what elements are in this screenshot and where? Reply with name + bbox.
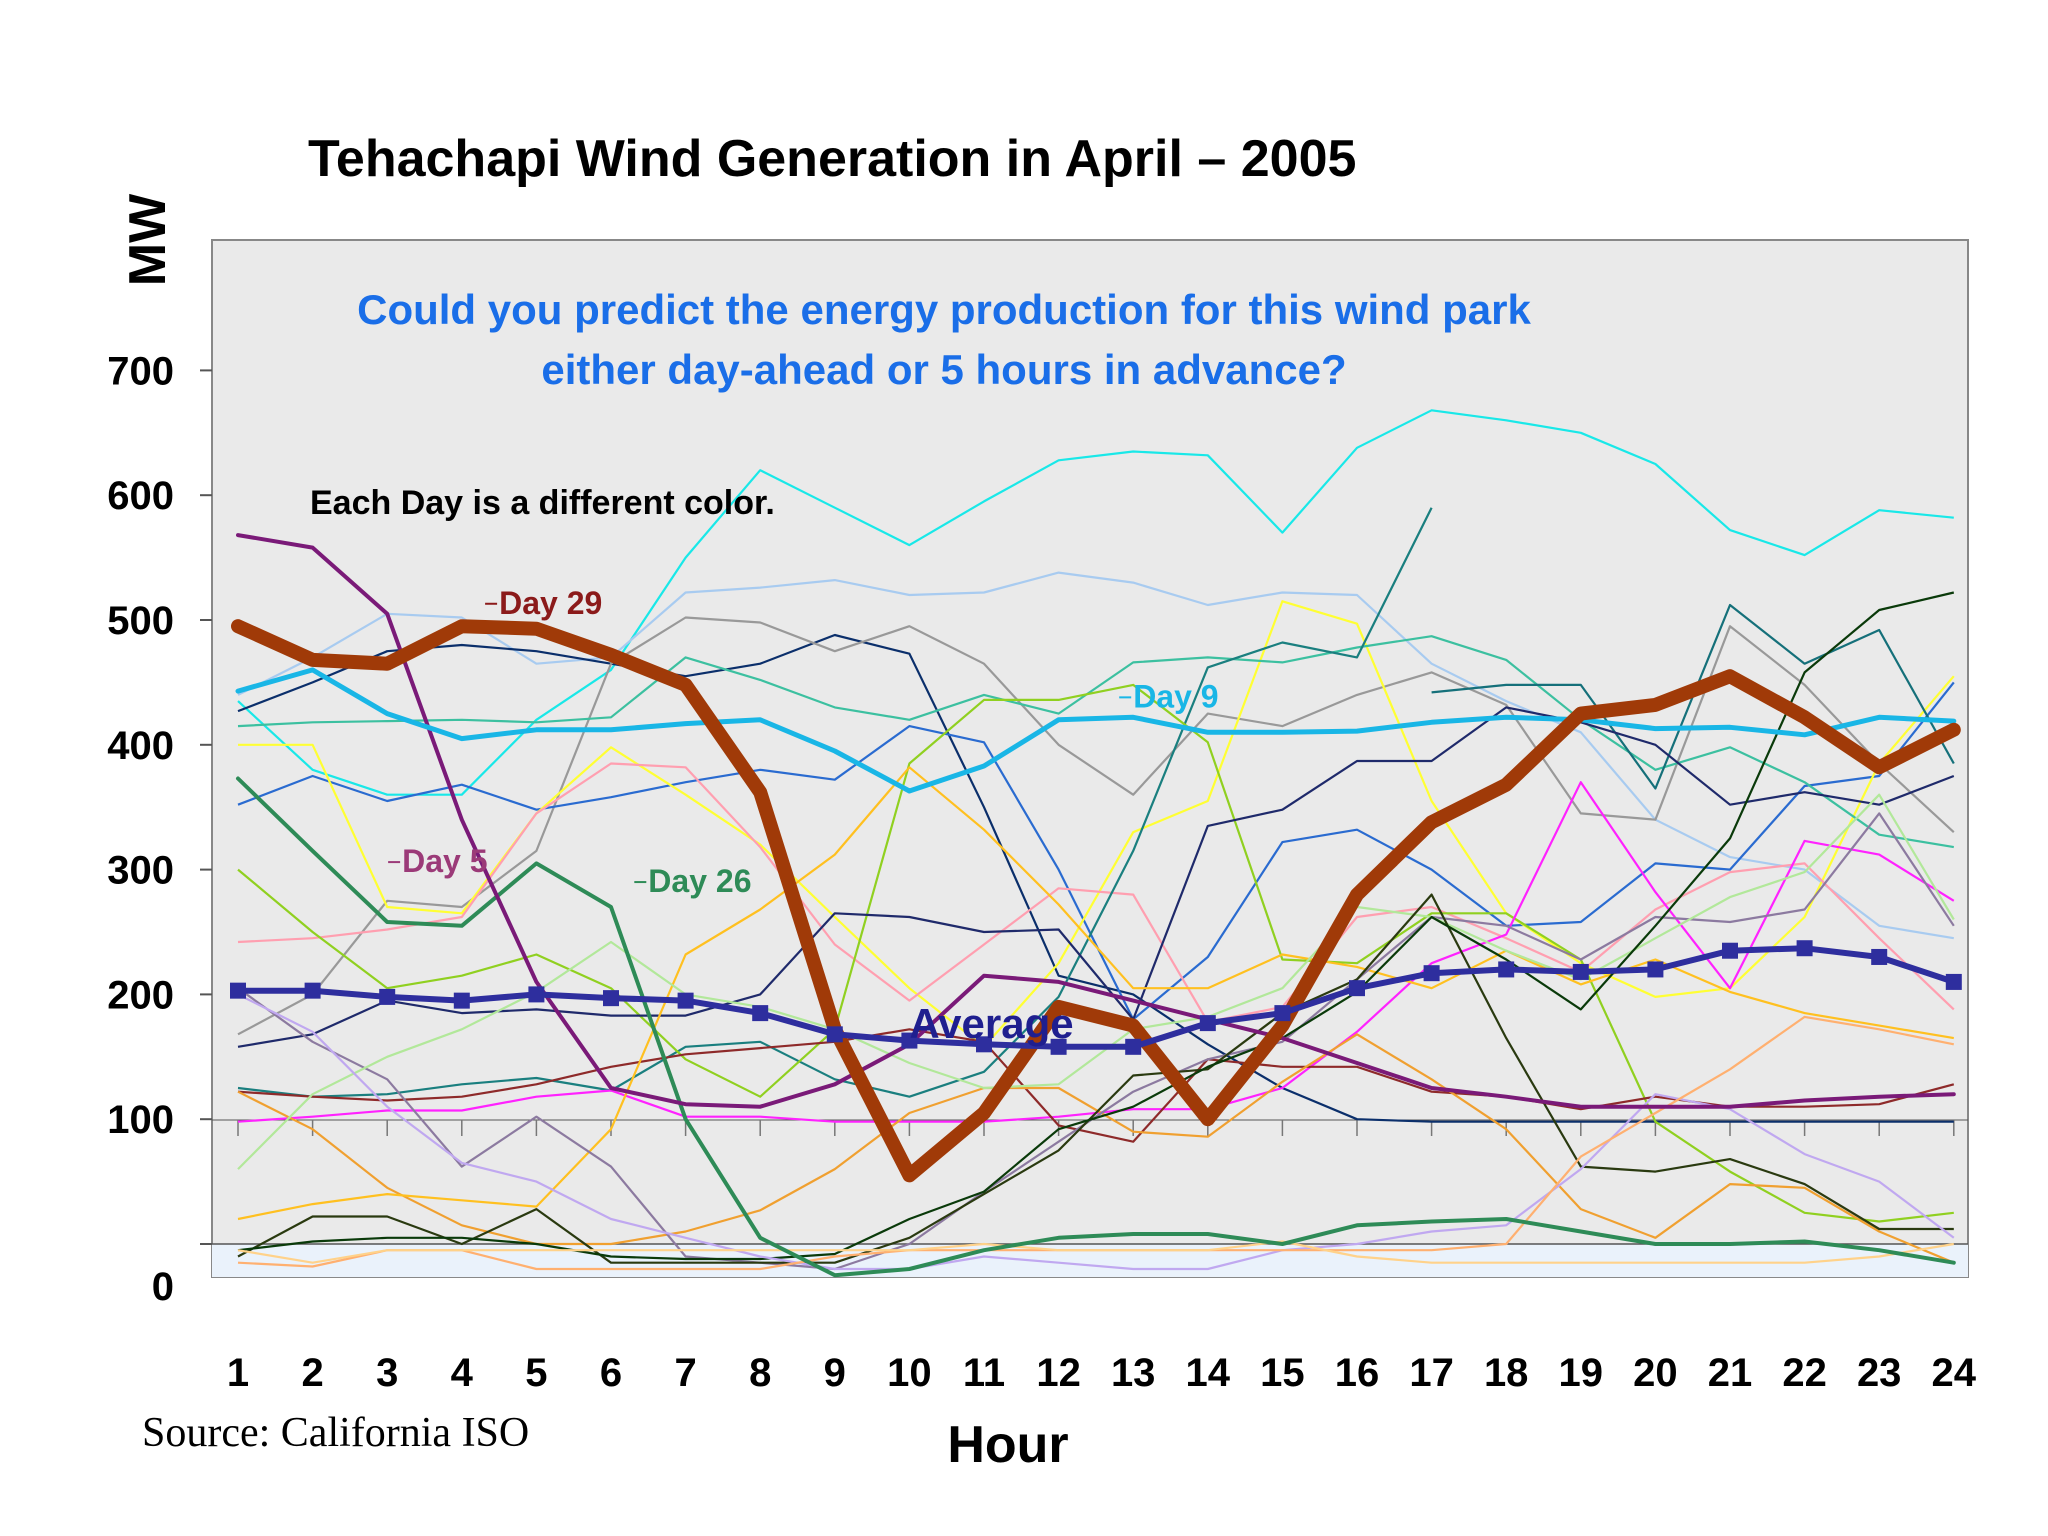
average-series-line: [235, 945, 1957, 1050]
day-series-line-19: [237, 893, 1954, 1264]
average-marker-23: [1871, 948, 1888, 965]
day-series-line-2: [237, 571, 1954, 940]
average-marker-15: [1274, 1005, 1291, 1022]
day-series-line-21: [237, 993, 1955, 1271]
average-marker-6: [603, 990, 619, 1007]
x-tick-label-2: 2: [301, 1351, 323, 1395]
day-26-series-label: Day 26: [648, 863, 751, 899]
source-note: Source: California ISO: [142, 1410, 529, 1456]
y-tick-label-400: 400: [107, 724, 174, 768]
day-series-line-4: [237, 616, 1955, 1036]
y-tick-label-200: 200: [107, 973, 174, 1017]
x-tick-label-5: 5: [525, 1351, 547, 1395]
x-tick-label-12: 12: [1036, 1351, 1081, 1395]
day-29-series-line: [231, 619, 1961, 1183]
y-tick-label-0: 0: [152, 1265, 174, 1309]
day-series-line-13: [237, 706, 1955, 1048]
average-marker-11: [976, 1036, 992, 1053]
day-5-series-line: [236, 533, 1956, 1109]
chart-title: Tehachapi Wind Generation in April – 200…: [308, 130, 1356, 188]
x-tick-label-24: 24: [1932, 1351, 1977, 1395]
question-line-1: Could you predict the energy production …: [357, 286, 1531, 333]
average-marker-1: [230, 982, 246, 999]
average-marker-12: [1050, 1038, 1067, 1055]
day-9-series-label: Day 9: [1133, 678, 1218, 714]
day-series-line-8: [237, 762, 1955, 1023]
highlighted-series-group: [230, 533, 1962, 1278]
color-note: Each Day is a different color.: [310, 484, 775, 522]
x-tick-label-7: 7: [674, 1351, 696, 1395]
day-series-line-23: [237, 1240, 1954, 1264]
y-tick-label-300: 300: [107, 849, 174, 893]
x-tick-label-13: 13: [1111, 1351, 1156, 1395]
x-tick-label-17: 17: [1409, 1351, 1454, 1395]
average-marker-20: [1647, 961, 1664, 978]
x-tick-label-4: 4: [451, 1351, 474, 1395]
y-axis-ticks: 0 100 200 300 400 500 600 700: [107, 349, 212, 1309]
plot-area-baseline-band: [212, 1244, 1968, 1277]
x-tick-label-16: 16: [1335, 1351, 1380, 1395]
day-series-line-14: [237, 1028, 1955, 1143]
day-5-series-label: Day 5: [402, 843, 487, 879]
x-tick-label-20: 20: [1633, 1351, 1678, 1395]
x-tick-label-8: 8: [749, 1351, 771, 1395]
x-axis-ticks: 1 2 3 4 5 6 7 8 9 10 11 12 13 14 15 16 17 18 19 20 21 22 23 24: [227, 1120, 1977, 1395]
day-9-series-line: [235, 667, 1957, 794]
x-tick-label-6: 6: [600, 1351, 622, 1395]
x-tick-label-10: 10: [887, 1351, 932, 1395]
x-tick-label-23: 23: [1857, 1351, 1902, 1395]
day-series-line-15: [237, 1033, 1955, 1264]
day-series-line-7: [237, 635, 1954, 849]
average-marker-5: [528, 986, 545, 1003]
average-series-label: Average: [909, 1000, 1073, 1047]
day-series-line-5: [237, 681, 1955, 1021]
y-tick-label-700: 700: [107, 349, 174, 393]
day-26-series-line: [236, 776, 1956, 1278]
y-tick-label-500: 500: [107, 599, 174, 643]
average-marker-14: [1199, 1015, 1216, 1032]
average-marker-13: [1125, 1038, 1142, 1055]
day-series-line-9: [237, 507, 1433, 1098]
x-tick-label-22: 22: [1782, 1351, 1827, 1395]
average-marker-17: [1423, 965, 1440, 982]
y-axis-label: MW: [119, 193, 177, 286]
day-series-line-3: [237, 633, 1954, 1123]
series-annotations: Day 29 Day 9 Day 5 Day 26 Average: [388, 585, 1219, 1047]
average-marker-21: [1722, 942, 1738, 959]
x-tick-label-1: 1: [227, 1351, 249, 1395]
y-tick-label-600: 600: [107, 474, 174, 518]
x-tick-label-18: 18: [1484, 1351, 1529, 1395]
x-axis-label: Hour: [947, 1416, 1068, 1474]
x-tick-label-14: 14: [1186, 1351, 1231, 1395]
average-marker-10: [901, 1032, 918, 1049]
average-marker-2: [304, 982, 321, 999]
average-marker-24: [1945, 973, 1962, 990]
x-tick-label-3: 3: [376, 1351, 398, 1395]
average-marker-3: [379, 988, 396, 1005]
x-tick-label-9: 9: [824, 1351, 846, 1395]
day-series-line-17: [237, 812, 1955, 1271]
day-29-series-label: Day 29: [499, 585, 602, 621]
day-series-line-20: [237, 591, 1955, 1261]
average-marker-22: [1796, 940, 1813, 957]
average-marker-4: [453, 992, 470, 1009]
x-tick-label-11: 11: [963, 1351, 1005, 1395]
y-tick-label-100: 100: [107, 1098, 174, 1142]
x-tick-label-21: 21: [1708, 1351, 1753, 1395]
average-marker-9: [826, 1026, 843, 1043]
x-tick-label-19: 19: [1559, 1351, 1604, 1395]
average-marker-18: [1498, 961, 1515, 978]
average-marker-8: [752, 1005, 769, 1022]
average-marker-19: [1572, 963, 1589, 980]
question-line-2: either day-ahead or 5 hours in advance?: [541, 346, 1346, 393]
x-tick-label-15: 15: [1260, 1351, 1305, 1395]
average-marker-16: [1349, 980, 1365, 997]
average-marker-7: [677, 992, 694, 1009]
plot-area: [211, 239, 1969, 1278]
